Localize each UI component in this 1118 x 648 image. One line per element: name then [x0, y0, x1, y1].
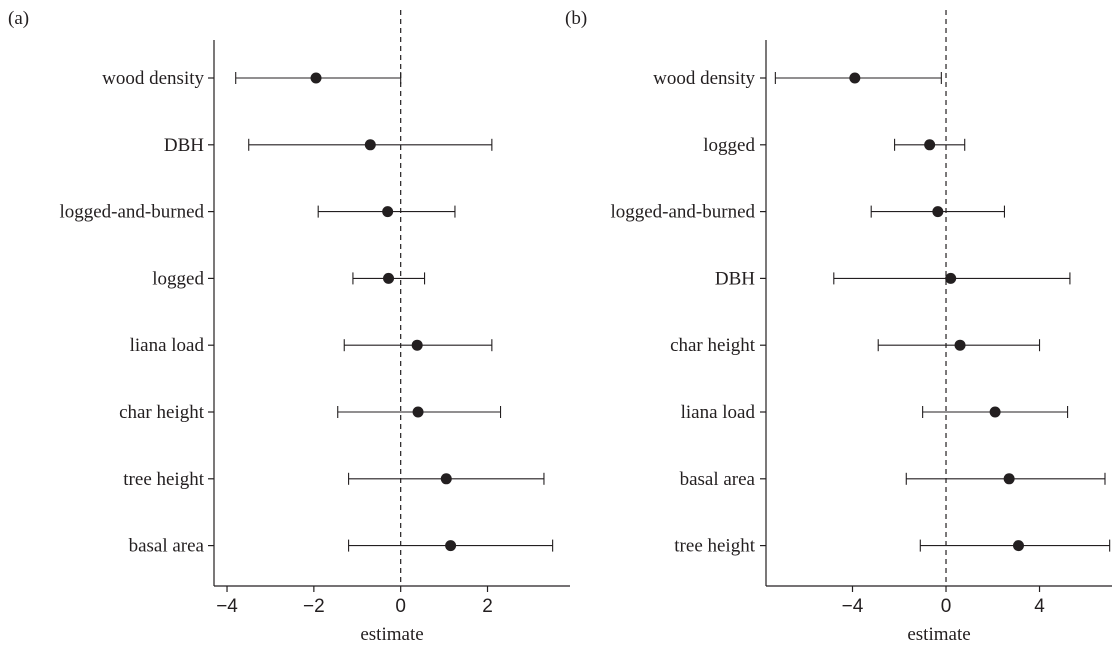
x-tick-label: 0 — [395, 596, 406, 617]
category-label: DBH — [715, 268, 755, 289]
x-tick-label: 0 — [941, 596, 952, 617]
x-tick-label: −4 — [216, 596, 238, 617]
estimate-point — [382, 206, 394, 218]
x-tick-label: 4 — [1034, 596, 1045, 617]
panel-label: (b) — [565, 8, 587, 29]
category-label: logged-and-burned — [610, 202, 755, 223]
estimate-point — [924, 139, 936, 151]
x-tick-label: −4 — [842, 596, 864, 617]
estimate-point — [364, 139, 376, 151]
category-label: logged — [152, 268, 204, 289]
category-label: char height — [670, 335, 756, 356]
category-label: wood density — [102, 68, 204, 89]
estimate-point — [849, 72, 861, 84]
category-label: basal area — [680, 469, 756, 490]
estimate-point — [310, 72, 322, 84]
category-label: basal area — [129, 536, 205, 557]
category-label: liana load — [681, 402, 756, 423]
x-axis-title: estimate — [360, 624, 423, 645]
estimate-point — [383, 272, 395, 284]
estimate-point — [1003, 473, 1015, 485]
estimate-point — [932, 206, 944, 218]
estimate-point — [1012, 540, 1024, 552]
panel-label: (a) — [8, 8, 29, 29]
estimate-point — [989, 406, 1001, 418]
x-tick-label: 2 — [482, 596, 493, 617]
category-label: wood density — [653, 68, 755, 89]
category-label: char height — [119, 402, 205, 423]
category-label: logged-and-burned — [59, 202, 204, 223]
estimate-point — [440, 473, 452, 485]
panel-a: (a) −4 −2 0 2 estimate wood density DBH logged-a… — [8, 8, 570, 645]
panel-b: (b) −4 0 4 estimate wood density logged logged-… — [565, 8, 1112, 645]
x-tick-label: −2 — [303, 596, 325, 617]
estimate-point — [412, 406, 424, 418]
category-label: DBH — [164, 135, 204, 156]
category-label: tree height — [123, 469, 204, 490]
estimate-point — [954, 339, 966, 351]
estimate-point — [945, 272, 957, 284]
estimate-point — [411, 339, 423, 351]
category-label: logged — [703, 135, 755, 156]
category-label: liana load — [130, 335, 205, 356]
category-label: tree height — [674, 536, 755, 557]
x-axis-title: estimate — [907, 624, 970, 645]
estimate-point — [445, 540, 457, 552]
